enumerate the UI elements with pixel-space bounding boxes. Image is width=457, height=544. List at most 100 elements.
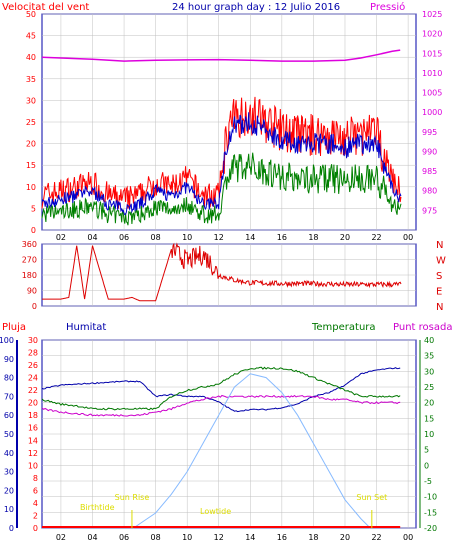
x-tick-label: 12 (214, 533, 224, 542)
x-tick-label: 18 (308, 533, 318, 542)
x-tick-label: 22 (371, 533, 381, 542)
direction-series (42, 242, 402, 302)
x-tick-label: 04 (87, 533, 97, 542)
bottom-series (41, 366, 401, 529)
humidity-tick-label: 24 (28, 374, 38, 383)
humidity-tick-label: 30 (28, 336, 38, 345)
temperature-tick-label: -15 (424, 508, 437, 517)
rain-label: Pluja (2, 322, 26, 333)
x-tick-label: 12 (214, 233, 224, 242)
pressure-tick-label: 980 (422, 187, 437, 196)
x-tick-label: 14 (245, 233, 255, 242)
rain-tick-label: 70 (4, 392, 14, 401)
humidity-tick-label: 14 (28, 436, 38, 445)
x-tick-label: 06 (119, 233, 129, 242)
humidity-line (41, 367, 401, 413)
humidity-label: Humitat (66, 322, 106, 333)
rain-tick-label: 50 (4, 430, 14, 439)
rain-tick-label: 90 (4, 355, 14, 364)
humidity-tick-label: 12 (28, 449, 38, 458)
wind-tick-label: 0 (31, 226, 36, 235)
x-tick-label: 20 (340, 533, 350, 542)
annotation-label: Sun Set (356, 493, 387, 502)
rain-tick-label: 40 (4, 449, 14, 458)
pressure-tick-label: 990 (422, 147, 437, 156)
temperature-tick-label: 5 (424, 446, 429, 455)
wind-direction-line (42, 242, 402, 302)
rain-tick-label: 20 (4, 486, 14, 495)
temperature-tick-label: 0 (424, 461, 429, 470)
temperature-tick-label: 35 (424, 352, 434, 361)
humidity-tick-label: 18 (28, 411, 38, 420)
wind-tick-label: 50 (26, 10, 36, 19)
bottom-x-ticks: 02 04 06 08 10 12 14 16 18 20 22 00 (56, 533, 413, 542)
compass-label: W (436, 256, 446, 267)
graph-title: 24 hour graph day : 12 Julio 2016 (172, 2, 340, 13)
x-tick-label: 08 (151, 233, 161, 242)
direction-tick-label: 360 (22, 240, 37, 249)
rain-tick-label: 80 (4, 374, 14, 383)
humidity-tick-label: 20 (28, 399, 38, 408)
direction-grid (42, 243, 416, 307)
humidity-tick-label: 6 (33, 486, 38, 495)
x-tick-label: 02 (56, 533, 66, 542)
temperature-tick-label: 10 (424, 430, 434, 439)
rain-tick-label: 10 (4, 505, 14, 514)
x-tick-label: 10 (182, 533, 192, 542)
x-tick-label: 00 (403, 533, 413, 542)
temperature-tick-label: -20 (424, 524, 437, 533)
rain-tick-label: 30 (4, 468, 14, 477)
wind-x-ticks: 02 04 06 08 10 12 14 16 18 20 22 00 (56, 233, 413, 242)
humidity-tick-label: 28 (28, 349, 38, 358)
dewpoint-label: Punt rosada (393, 322, 452, 333)
humidity-tick-label: 22 (28, 386, 38, 395)
humidity-tick-label: 10 (28, 461, 38, 470)
direction-tick-label: 270 (22, 256, 37, 265)
humidity-tick-label: 26 (28, 361, 38, 370)
temperature-tick-label: 15 (424, 414, 434, 423)
pressure-tick-label: 1010 (422, 69, 442, 78)
pressure-tick-label: 975 (422, 206, 437, 215)
pressure-tick-label: 1005 (422, 89, 442, 98)
rain-tick-label: 60 (4, 411, 14, 420)
pressure-tick-label: 985 (422, 167, 437, 176)
temperature-tick-label: -10 (424, 493, 437, 502)
x-tick-label: 16 (277, 533, 287, 542)
humidity-tick-label: 0 (33, 524, 38, 533)
humidity-tick-label: 8 (33, 474, 38, 483)
solar-line (133, 373, 371, 529)
annotation-label: Birthtide (80, 503, 115, 512)
wind-series (41, 49, 402, 226)
x-tick-label: 00 (403, 233, 413, 242)
pressure-tick-label: 1025 (422, 10, 442, 19)
dewpoint-line (41, 394, 401, 417)
x-tick-label: 06 (119, 533, 129, 542)
wind-gust-line (41, 96, 402, 209)
x-tick-label: 18 (308, 233, 318, 242)
rain-tick-label: 0 (9, 524, 14, 533)
wind-tick-label: 30 (26, 96, 36, 105)
wind-tick-label: 10 (26, 183, 36, 192)
rain-tick-label: 100 (0, 336, 14, 345)
wind-tick-label: 15 (26, 161, 36, 170)
annotation-label: Lowtide (200, 507, 231, 516)
humidity-tick-label: 2 (33, 511, 38, 520)
wind-tick-label: 5 (31, 204, 36, 213)
wind-tick-label: 20 (26, 140, 36, 149)
wind-tick-label: 45 (26, 32, 36, 41)
temperature-tick-label: -5 (424, 477, 432, 486)
annotation-label: Sun Rise (115, 493, 150, 502)
pressure-tick-label: 1000 (422, 108, 442, 117)
wind-tick-label: 35 (26, 75, 36, 84)
wind-average-line (41, 112, 402, 216)
pressure-axis-ticks: 975 980 985 990 995 1000 1005 1010 1015 1020 1025 (422, 10, 442, 215)
bottom-grid (42, 339, 416, 529)
temperature-tick-label: 25 (424, 383, 434, 392)
wind-low-line (41, 152, 402, 226)
